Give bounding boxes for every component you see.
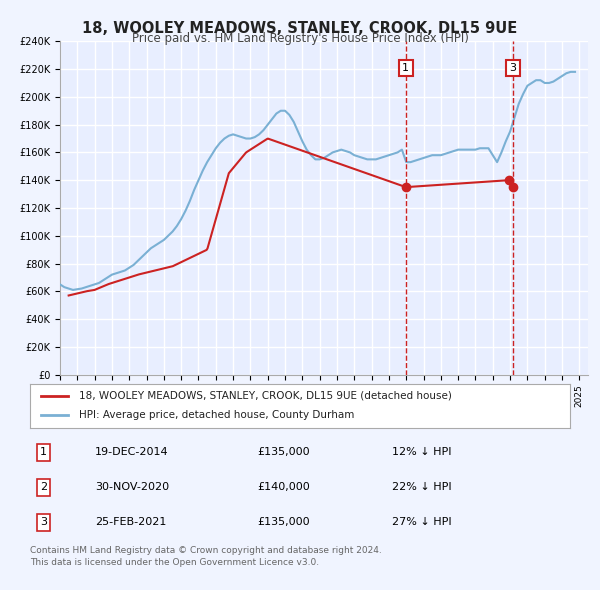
Text: 22% ↓ HPI: 22% ↓ HPI bbox=[392, 483, 451, 492]
Text: 18, WOOLEY MEADOWS, STANLEY, CROOK, DL15 9UE (detached house): 18, WOOLEY MEADOWS, STANLEY, CROOK, DL15… bbox=[79, 391, 451, 401]
Text: 12% ↓ HPI: 12% ↓ HPI bbox=[392, 447, 451, 457]
Text: This data is licensed under the Open Government Licence v3.0.: This data is licensed under the Open Gov… bbox=[30, 558, 319, 567]
Text: 25-FEB-2021: 25-FEB-2021 bbox=[95, 517, 166, 527]
Text: 27% ↓ HPI: 27% ↓ HPI bbox=[392, 517, 451, 527]
Text: 2: 2 bbox=[40, 483, 47, 492]
Text: Price paid vs. HM Land Registry's House Price Index (HPI): Price paid vs. HM Land Registry's House … bbox=[131, 32, 469, 45]
Text: 1: 1 bbox=[402, 63, 409, 73]
Text: 3: 3 bbox=[509, 63, 516, 73]
Text: 19-DEC-2014: 19-DEC-2014 bbox=[95, 447, 169, 457]
Text: £135,000: £135,000 bbox=[257, 517, 310, 527]
Text: £140,000: £140,000 bbox=[257, 483, 310, 492]
Text: HPI: Average price, detached house, County Durham: HPI: Average price, detached house, Coun… bbox=[79, 411, 354, 420]
Text: Contains HM Land Registry data © Crown copyright and database right 2024.: Contains HM Land Registry data © Crown c… bbox=[30, 546, 382, 555]
Text: 3: 3 bbox=[40, 517, 47, 527]
Text: 1: 1 bbox=[40, 447, 47, 457]
Text: 18, WOOLEY MEADOWS, STANLEY, CROOK, DL15 9UE: 18, WOOLEY MEADOWS, STANLEY, CROOK, DL15… bbox=[82, 21, 518, 35]
Text: 30-NOV-2020: 30-NOV-2020 bbox=[95, 483, 169, 492]
Text: £135,000: £135,000 bbox=[257, 447, 310, 457]
